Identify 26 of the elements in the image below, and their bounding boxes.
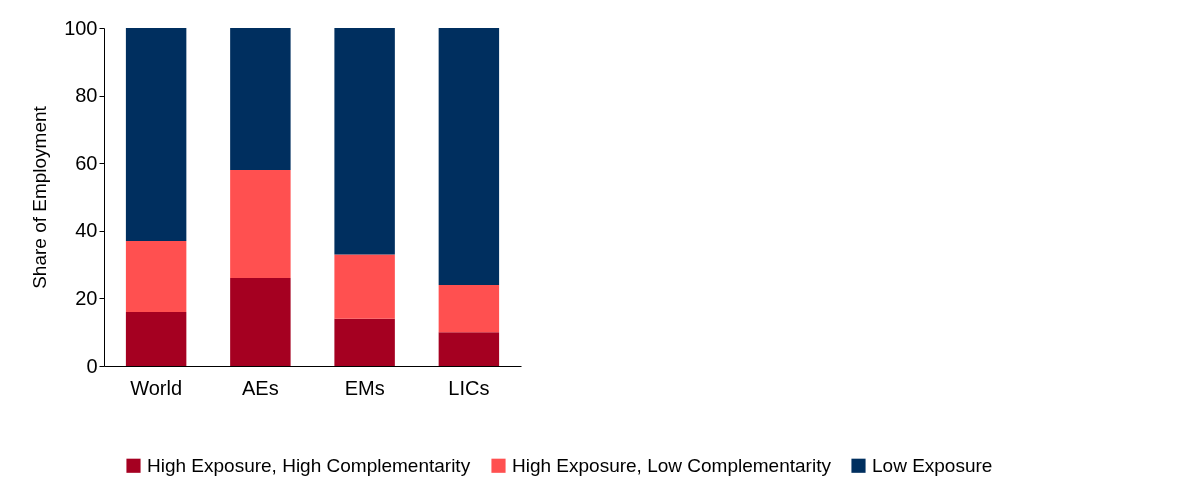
y-tick-label: 40	[75, 219, 98, 242]
y-tick-label: 80	[75, 84, 98, 107]
legend-label: Low Exposure	[872, 454, 993, 476]
bar	[334, 28, 395, 255]
bar	[125, 240, 187, 312]
x-tick-label: AEs	[242, 376, 279, 399]
legend-label: High Exposure, High Complementarity	[147, 454, 471, 476]
y-tick-label: 100	[64, 16, 98, 39]
x-tick-label: EMs	[344, 376, 385, 399]
x-tick-label: World	[130, 376, 183, 399]
y-tick-label: 20	[75, 286, 98, 309]
y-axis-title: Share of Employment	[29, 105, 51, 289]
bar	[230, 169, 291, 279]
legend-label: High Exposure, Low Complementarity	[512, 454, 832, 476]
bar	[125, 28, 187, 241]
bar	[438, 28, 500, 285]
bar	[334, 318, 395, 366]
y-tick-label: 60	[75, 151, 98, 174]
bar	[438, 284, 500, 333]
bar	[230, 278, 291, 366]
bar	[438, 332, 500, 366]
x-tick-label: LICs	[448, 376, 490, 399]
bar	[334, 254, 395, 319]
bar	[125, 311, 187, 366]
y-tick-label: 0	[86, 354, 98, 377]
bar	[230, 28, 291, 170]
